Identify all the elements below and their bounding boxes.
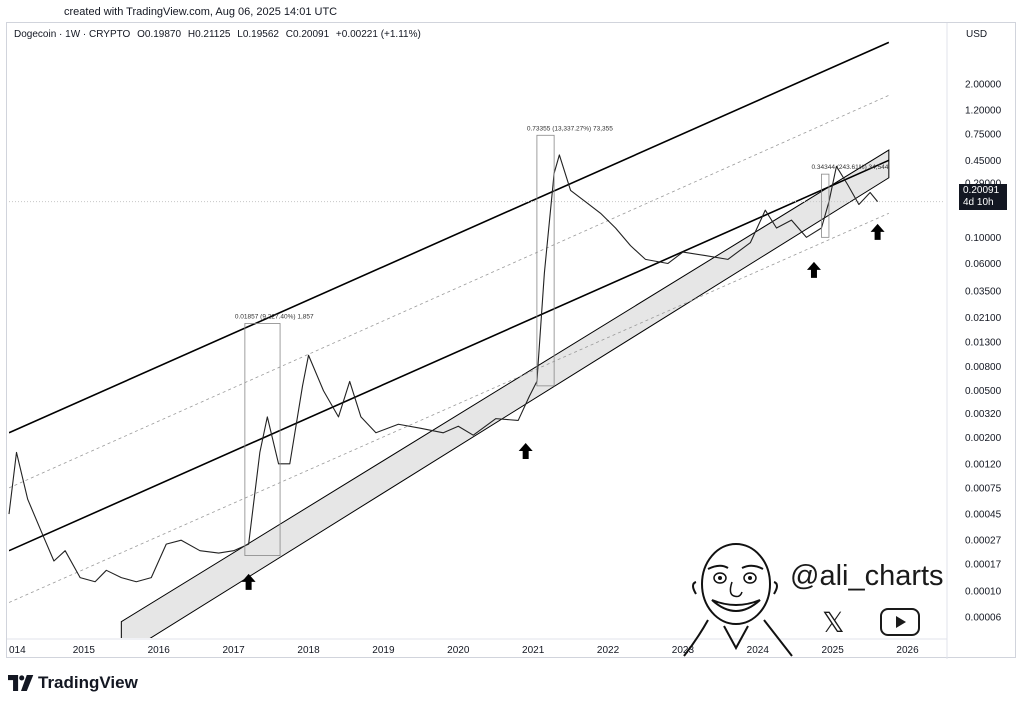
y-tick-label: 0.00017: [965, 559, 1002, 570]
y-tick-label: 0.00200: [965, 433, 1002, 444]
x-tick-label: 2026: [896, 645, 919, 656]
support-arrow-3: [806, 261, 821, 278]
y-tick-label: 0.29000: [965, 178, 1002, 189]
legend-close: C0.20091: [285, 29, 330, 40]
y-tick-label: 0.03500: [965, 287, 1002, 298]
legend-open: O0.19870: [137, 29, 182, 40]
x-tick-label: 2019: [372, 645, 395, 656]
y-tick-label: 0.00120: [965, 459, 1002, 470]
x-tick-label: 2017: [223, 645, 246, 656]
y-tick-label: 0.06000: [965, 259, 1002, 270]
tradingview-logo[interactable]: TradingView: [8, 673, 138, 693]
x-logo-icon: 𝕏: [822, 607, 845, 638]
y-tick-label: 0.10000: [965, 233, 1002, 244]
last-price-badge: 0.20091 4d 10h: [959, 184, 1007, 210]
measure-box-3: [821, 173, 830, 238]
x-tick-label: 014: [9, 645, 26, 656]
measure-box-2: [536, 134, 555, 387]
x-tick-label: 2022: [597, 645, 620, 656]
y-tick-label: 0.00075: [965, 483, 1002, 494]
channel-dashed-upper: [9, 94, 890, 489]
y-tick-label: 0.01300: [965, 337, 1002, 348]
tradingview-mark-icon: [8, 675, 34, 691]
channel-dashed-lower: [9, 212, 890, 603]
x-tick-label: 2021: [522, 645, 545, 656]
currency-label[interactable]: USD: [966, 29, 988, 40]
y-tick-label: 0.00800: [965, 362, 1002, 373]
y-tick-label: 0.02100: [965, 313, 1002, 324]
support-arrow-4: [870, 223, 885, 240]
price-chart[interactable]: 0.01857 (9,227.40%) 1,857 0.73355 (13,337…: [7, 23, 1017, 659]
y-tick-label: 2.00000: [965, 79, 1002, 90]
y-tick-label: 0.00500: [965, 386, 1002, 397]
channel-top-line: [9, 41, 890, 434]
youtube-icon: [880, 608, 920, 636]
chart-pane[interactable]: 0.01857 (9,227.40%) 1,857 0.73355 (13,337…: [6, 22, 1017, 659]
y-tick-label: 0.00027: [965, 536, 1002, 547]
bar-countdown: 4d 10h: [963, 197, 994, 208]
y-tick-label: 0.00006: [965, 613, 1002, 624]
measure-label-3: 0.34344 (243.61%) 34,544: [811, 164, 888, 171]
tradingview-wordmark: TradingView: [38, 673, 138, 692]
caricature-avatar: [683, 543, 793, 657]
x-tick-label: 2020: [447, 645, 470, 656]
x-tick-label: 2024: [747, 645, 770, 656]
support-band: [120, 149, 890, 638]
support-arrow-1: [241, 573, 256, 590]
x-tick-label: 2015: [73, 645, 96, 656]
y-tick-label: 0.00010: [965, 587, 1002, 598]
x-tick-label: 2016: [148, 645, 171, 656]
y-tick-label: 0.00320: [965, 409, 1002, 420]
price-series-line: [8, 154, 879, 583]
legend-symbol[interactable]: Dogecoin · 1W · CRYPTO: [14, 29, 131, 40]
x-tick-label: 2025: [822, 645, 845, 656]
symbol-legend: Dogecoin · 1W · CRYPTO O0.19870 H0.21125…: [14, 29, 425, 40]
y-tick-label: 0.00045: [965, 510, 1002, 521]
x-tick-label: 2018: [297, 645, 320, 656]
y-tick-label: 1.20000: [965, 106, 1002, 117]
legend-high: H0.21125: [187, 29, 231, 40]
y-tick-label: 0.75000: [965, 130, 1002, 141]
measure-label-2: 0.73355 (13,337.27%) 73,355: [527, 125, 613, 132]
y-tick-label: 0.45000: [965, 156, 1002, 167]
measure-box-1: [244, 323, 281, 556]
measure-label-1: 0.01857 (9,227.40%) 1,857: [235, 313, 314, 320]
x-tick-label: 2023: [672, 645, 695, 656]
created-with-text: created with TradingView.com, Aug 06, 20…: [64, 6, 338, 18]
channel-middle-line: [9, 159, 890, 552]
legend-change: +0.00221 (+1.11%): [335, 29, 421, 40]
support-arrow-2: [518, 443, 533, 460]
last-price-value: 0.20091: [963, 185, 1000, 196]
legend-low: L0.19562: [237, 29, 279, 40]
author-handle: @ali_charts: [790, 560, 944, 592]
